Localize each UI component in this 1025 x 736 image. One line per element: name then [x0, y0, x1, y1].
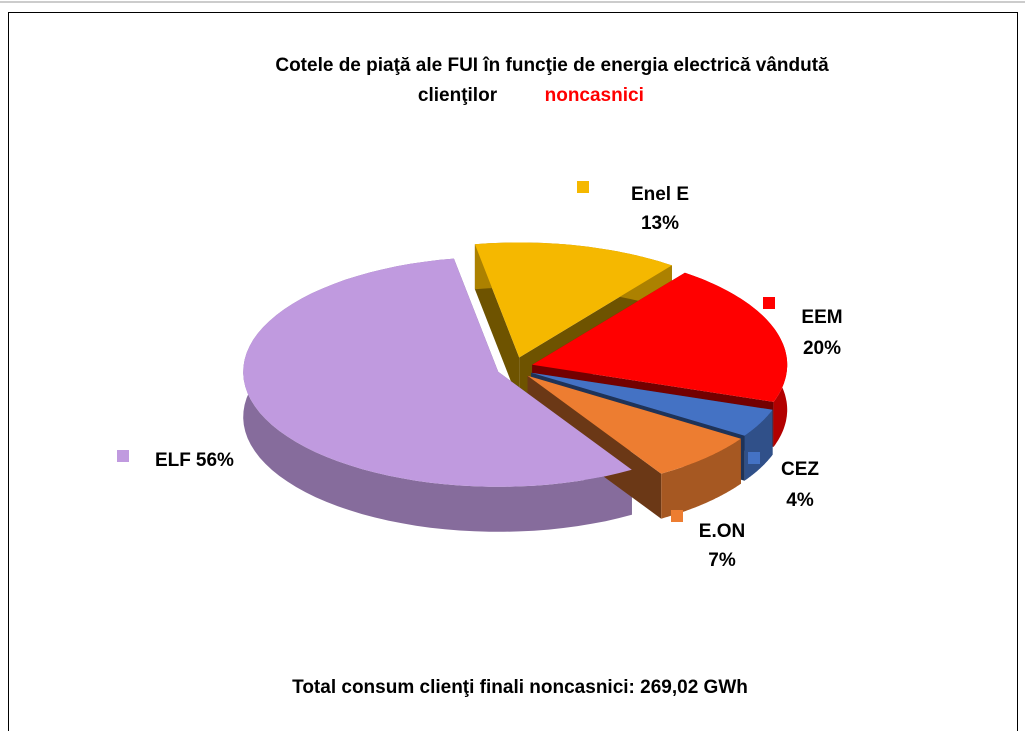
slice-side-wall — [243, 258, 632, 532]
chart-border — [8, 12, 1018, 736]
value-label: 7% — [708, 550, 736, 571]
pie-slice — [474, 242, 672, 358]
title-line: clienţilor — [418, 85, 502, 106]
legend-swatch — [577, 181, 589, 193]
value-label: 56% — [196, 450, 234, 471]
category-label: EEM — [801, 307, 842, 328]
pie-slice — [527, 375, 741, 474]
legend-swatch — [671, 510, 683, 522]
category-label: Enel E — [631, 184, 689, 205]
value-label: 13% — [641, 213, 679, 234]
pie-tops — [243, 242, 788, 487]
annotation: Total consum clienţi finali noncasnici: … — [292, 677, 748, 698]
category-label: ELF — [155, 450, 191, 471]
category-label: CEZ — [781, 459, 819, 480]
value-label: 4% — [786, 490, 814, 511]
pie-slice — [243, 258, 632, 487]
slice-side-wall — [661, 438, 741, 519]
legend-swatch — [117, 450, 129, 462]
labels: Enel E 13% EEM 20% CEZ 4% E.ON 7% ELF 56% — [117, 181, 843, 571]
pie-slice — [531, 372, 773, 436]
legend-swatch — [763, 297, 775, 309]
value-label: 20% — [803, 338, 841, 359]
category-label: E.ON — [699, 521, 745, 542]
legend-swatch — [748, 452, 760, 464]
title-line: Cotele de piaţă ale FUI în funcţie de en… — [275, 55, 829, 76]
chart-title: Cotele de piaţă ale FUI în funcţie de en… — [275, 55, 829, 106]
chart-title-highlight: noncasnici — [545, 85, 644, 106]
pie-slice — [532, 272, 788, 402]
